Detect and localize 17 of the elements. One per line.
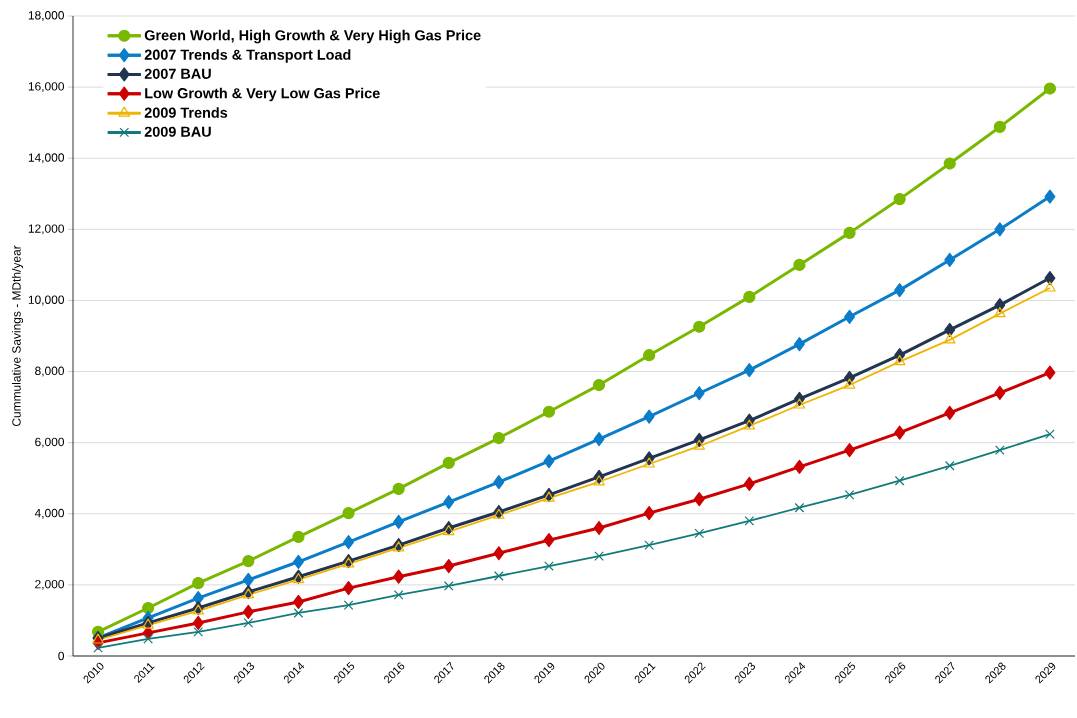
- y-tick-label: 12,000: [28, 224, 65, 235]
- y-axis-title: Cummulative Savings - MDth/year: [11, 245, 24, 427]
- legend-label: 2009 BAU: [144, 126, 211, 137]
- y-tick-label: 18,000: [28, 11, 65, 21]
- legend-label: 2007 BAU: [144, 68, 211, 79]
- y-tick-label: 10,000: [28, 295, 65, 306]
- y-tick-label: 16,000: [28, 82, 65, 93]
- y-tick-label: 8,000: [35, 366, 65, 377]
- y-tick-label: 0: [58, 651, 65, 661]
- legend-label: 2007 Trends & Transport Load: [144, 49, 351, 63]
- y-tick-label: 2,000: [35, 579, 65, 590]
- legend-label: Low Growth & Very Low Gas Price: [145, 87, 380, 102]
- legend-label: 2009 Trends: [144, 107, 228, 118]
- y-tick-label: 6,000: [35, 437, 65, 448]
- y-tick-label: 4,000: [34, 508, 65, 519]
- legend-label: Green World, High Growth & Very High Gas Price: [144, 29, 481, 44]
- y-tick-label: 14,000: [28, 153, 65, 164]
